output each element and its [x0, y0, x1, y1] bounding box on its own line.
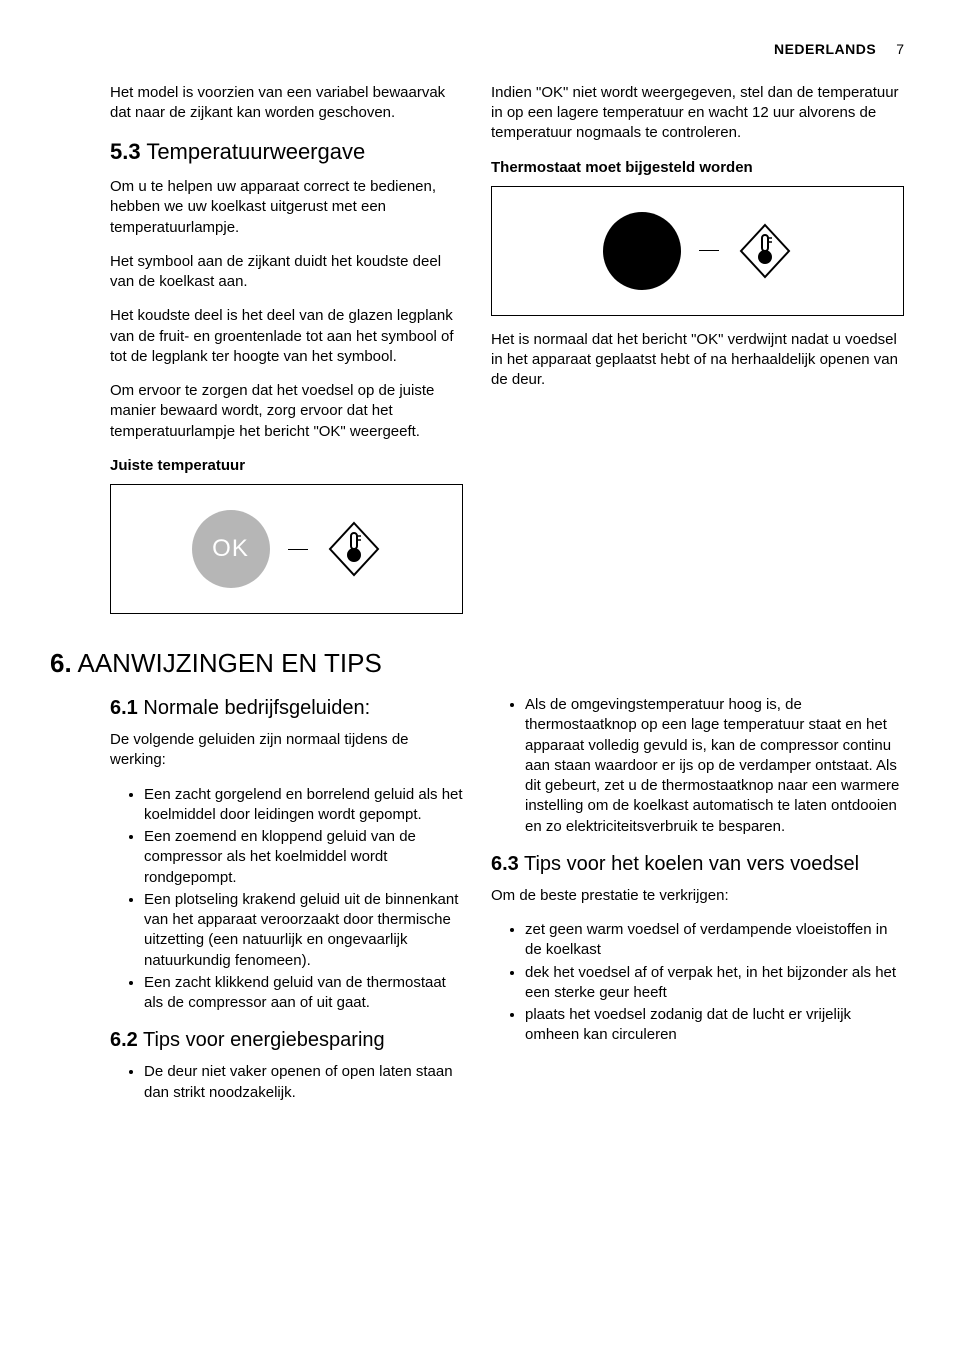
- section-5-3-p2: Het symbool aan de zijkant duidt het kou…: [110, 252, 463, 293]
- black-indicator-circle: [603, 212, 681, 290]
- chapter-6-left-column: 6.1 Normale bedrijfsgeluiden: De volgend…: [50, 695, 463, 1117]
- list-item: De deur niet vaker openen of open laten …: [144, 1062, 463, 1103]
- section-6-1-list: Een zacht gorgelend en borrelend geluid …: [110, 785, 463, 1014]
- ok-indicator-text: OK: [212, 533, 249, 565]
- section-6-1-number: 6.1: [110, 697, 138, 719]
- thermometer-icon: [326, 521, 382, 577]
- list-item: plaats het voedsel zodanig dat de lucht …: [525, 1005, 904, 1046]
- header-language: NEDERLANDS: [774, 40, 876, 59]
- list-item: Een zoemend en kloppend geluid van de co…: [144, 827, 463, 888]
- section-6-3-list: zet geen warm voedsel of verdampende vlo…: [491, 920, 904, 1046]
- section-6-2-continued-list: Als de omgevingstemperatuur hoog is, de …: [491, 695, 904, 837]
- chapter-6-heading: 6. AANWIJZINGEN EN TIPS: [50, 646, 904, 681]
- section-5-3-p4: Om ervoor te zorgen dat het voedsel op d…: [110, 381, 463, 442]
- right-col-p1: Indien "OK" niet wordt weergegeven, stel…: [491, 83, 904, 144]
- section-6-3-number: 6.3: [491, 853, 519, 875]
- section-6-2-list: De deur niet vaker openen of open laten …: [110, 1062, 463, 1103]
- chapter-6-area: 6.1 Normale bedrijfsgeluiden: De volgend…: [50, 695, 904, 1117]
- diagram-pointer-line: [288, 549, 308, 550]
- section-6-3-intro: Om de beste prestatie te verkrijgen:: [491, 886, 904, 906]
- list-item: dek het voedsel af of verpak het, in het…: [525, 963, 904, 1004]
- section-6-1: 6.1 Normale bedrijfsgeluiden: De volgend…: [110, 695, 463, 1013]
- header-page-number: 7: [896, 40, 904, 59]
- model-intro-text: Het model is voorzien van een variabel b…: [110, 83, 463, 124]
- section-6-1-heading: 6.1 Normale bedrijfsgeluiden:: [110, 695, 463, 722]
- adjust-thermostat-label: Thermostaat moet bijgesteld worden: [491, 158, 904, 178]
- section-5-3-p1: Om u te helpen uw apparaat correct te be…: [110, 177, 463, 238]
- section-6-3-title: Tips voor het koelen van vers voedsel: [524, 853, 859, 875]
- thermometer-icon: [737, 223, 793, 279]
- section-5-3-number: 5.3: [110, 139, 141, 164]
- chapter-6-right-column: Als de omgevingstemperatuur hoog is, de …: [491, 695, 904, 1117]
- list-item: Als de omgevingstemperatuur hoog is, de …: [525, 695, 904, 837]
- list-item: Een zacht gorgelend en borrelend geluid …: [144, 785, 463, 826]
- chapter-6-title: AANWIJZINGEN EN TIPS: [77, 648, 381, 678]
- correct-temperature-diagram: OK: [110, 484, 463, 614]
- chapter-6-number: 6.: [50, 648, 72, 678]
- correct-temperature-label: Juiste temperatuur: [110, 456, 463, 476]
- section-5-3-p3: Het koudste deel is het deel van de glaz…: [110, 306, 463, 367]
- right-col-p2: Het is normaal dat het bericht "OK" verd…: [491, 330, 904, 391]
- section-5-3-title: Temperatuurweergave: [146, 139, 365, 164]
- ok-indicator-circle: OK: [192, 510, 270, 588]
- adjust-thermostat-diagram: [491, 186, 904, 316]
- list-item: zet geen warm voedsel of verdampende vlo…: [525, 920, 904, 961]
- section-5-3-heading: 5.3 Temperatuurweergave: [110, 137, 463, 167]
- section-5-3-area: Het model is voorzien van een variabel b…: [50, 83, 904, 628]
- section-6-3-heading: 6.3 Tips voor het koelen van vers voedse…: [491, 851, 904, 878]
- list-item: Een zacht klikkend geluid van de thermos…: [144, 973, 463, 1014]
- section-6-2-title: Tips voor energiebesparing: [143, 1029, 385, 1051]
- section-6-2: 6.2 Tips voor energiebesparing De deur n…: [110, 1027, 463, 1103]
- section-5-3-left-column: Het model is voorzien van een variabel b…: [50, 83, 463, 628]
- section-6-2-heading: 6.2 Tips voor energiebesparing: [110, 1027, 463, 1054]
- diagram-pointer-line-2: [699, 250, 719, 251]
- section-6-2-number: 6.2: [110, 1029, 138, 1051]
- page-header: NEDERLANDS 7: [50, 40, 904, 59]
- section-5-3-right-column: Indien "OK" niet wordt weergegeven, stel…: [491, 83, 904, 628]
- section-6-1-title: Normale bedrijfsgeluiden:: [143, 697, 370, 719]
- section-6-3: 6.3 Tips voor het koelen van vers voedse…: [491, 851, 904, 1046]
- section-6-1-intro: De volgende geluiden zijn normaal tijden…: [110, 730, 463, 771]
- list-item: Een plotseling krakend geluid uit de bin…: [144, 890, 463, 971]
